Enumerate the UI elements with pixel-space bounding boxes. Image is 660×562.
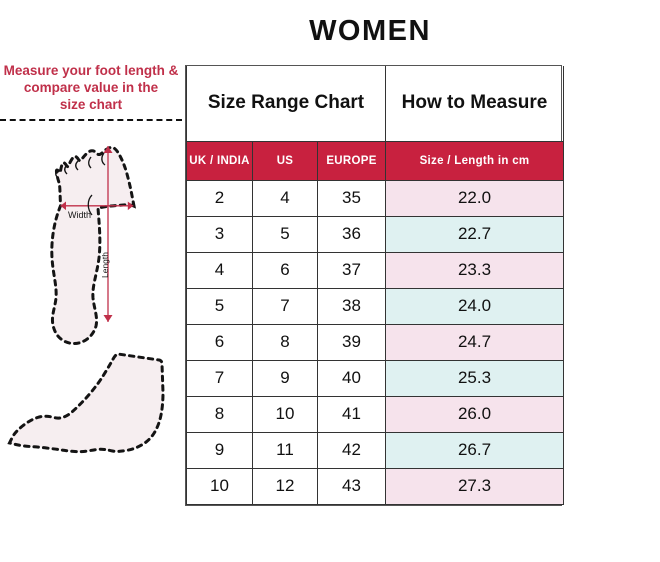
svg-text:Length: Length	[100, 252, 110, 278]
svg-text:Width: Width	[68, 210, 91, 220]
